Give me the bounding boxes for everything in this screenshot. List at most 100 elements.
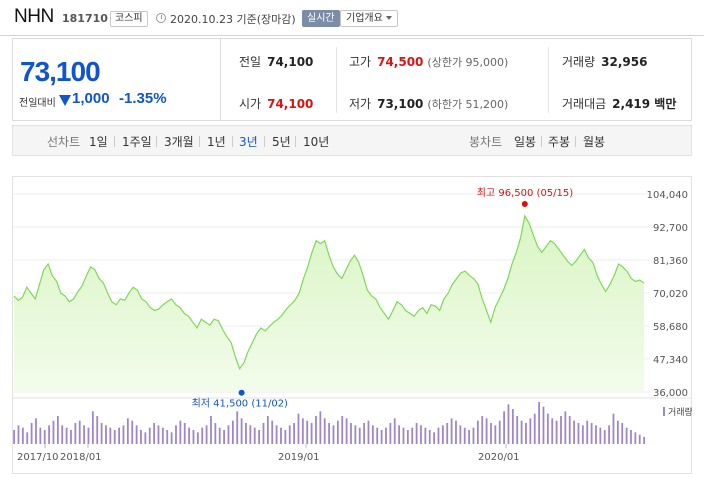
stat-amount: 거래대금 2,419 백만	[562, 97, 677, 111]
volume-bar	[441, 425, 444, 444]
volume-bar	[455, 420, 457, 444]
volume-bar	[87, 427, 90, 444]
volume-bar	[91, 411, 94, 444]
volume-bar	[48, 425, 50, 444]
volume-bar	[525, 423, 527, 444]
volume-bar	[96, 416, 99, 444]
volume-bar	[258, 430, 260, 444]
volume-bar	[643, 437, 645, 444]
volume-bar	[450, 418, 453, 444]
volume-bar	[581, 425, 584, 444]
volume-bar	[520, 420, 523, 444]
price-chart[interactable]: 104,040 92,700 81,360 70,020 58,680 47,340 36,…	[12, 176, 693, 474]
volume-bar	[595, 425, 597, 444]
volume-bar	[402, 427, 405, 444]
stat-volume: 거래량 32,956	[562, 55, 648, 69]
volume-bar	[533, 413, 536, 444]
max-price-marker	[521, 200, 528, 207]
period-selector: 선차트 1일 1주일 3개월 1년 3년 5년 10년 봉차트 일봉 주봉 월봉	[12, 125, 692, 156]
stat-open: 시가 74,100	[239, 97, 314, 111]
divider	[264, 136, 265, 147]
volume-bar	[345, 418, 348, 444]
volume-bar	[231, 420, 234, 444]
volume-bar	[205, 425, 208, 444]
volume-bar	[280, 427, 282, 444]
volume-bar	[78, 420, 81, 444]
volume-bar	[367, 420, 370, 444]
stat-prev: 전일 74,100	[239, 55, 314, 69]
volume-bar	[201, 427, 204, 444]
volume-bar	[35, 418, 37, 444]
volume-bar	[511, 409, 514, 444]
period-10y[interactable]: 10년	[303, 135, 330, 149]
volume-bar	[131, 420, 134, 444]
y-tick-label: 36,000	[653, 388, 688, 399]
company-info-dropdown[interactable]: 기업개요	[340, 10, 398, 27]
volume-bar	[411, 427, 414, 444]
divider	[199, 136, 200, 147]
volume-bar	[315, 416, 317, 444]
price-summary: 73,100 전일대비 1,000 -1.35% 전일 74,100 고가 74,5…	[12, 38, 692, 121]
change-amount: 1,000	[72, 90, 110, 107]
volume-bar	[463, 427, 466, 444]
volume-bar	[546, 413, 549, 444]
divider	[548, 47, 549, 113]
volume-bar	[494, 425, 497, 444]
divider	[295, 136, 296, 147]
divider	[114, 136, 115, 147]
volume-bar	[109, 427, 112, 444]
volume-bar	[210, 416, 212, 444]
stock-name: NHN	[14, 6, 54, 27]
volume-bar	[586, 420, 589, 444]
volume-bar	[310, 423, 313, 444]
y-tick-label: 104,040	[647, 190, 688, 201]
candle-monthly[interactable]: 월봉	[583, 135, 606, 149]
volume-bar	[170, 432, 173, 444]
volume-bar	[358, 427, 361, 444]
volume-bar	[223, 430, 225, 444]
volume-bar	[105, 425, 107, 444]
y-tick-label: 81,360	[653, 256, 688, 267]
volume-bar	[126, 418, 129, 444]
period-1w[interactable]: 1주일	[122, 135, 152, 149]
realtime-button[interactable]: 실시간	[302, 10, 340, 27]
period-5y[interactable]: 5년	[272, 135, 291, 149]
volume-bar	[301, 418, 304, 444]
period-1d[interactable]: 1일	[89, 135, 108, 149]
volume-bar	[406, 430, 409, 444]
volume-bar	[590, 423, 593, 444]
period-3m[interactable]: 3개월	[164, 135, 194, 149]
volume-legend-swatch	[663, 407, 665, 416]
stat-high: 고가 74,500 (상한가 95,000)	[349, 55, 509, 69]
volume-bar	[638, 434, 641, 444]
current-price: 73,100	[20, 56, 101, 87]
volume-legend-label: 거래량	[668, 406, 692, 418]
volume-bar	[634, 432, 637, 444]
line-chart-label: 선차트	[47, 135, 81, 149]
current-price-panel: 73,100 전일대비 1,000 -1.35%	[13, 39, 221, 120]
period-1y[interactable]: 1년	[207, 135, 226, 149]
volume-bar	[61, 425, 64, 444]
y-tick-label: 92,700	[653, 223, 688, 234]
volume-bar	[161, 427, 164, 444]
volume-bar	[328, 423, 330, 444]
volume-bar	[288, 425, 291, 444]
volume-bar	[240, 418, 243, 444]
volume-bar	[227, 425, 230, 444]
volume-bar	[371, 425, 374, 444]
volume-bar	[599, 427, 602, 444]
candle-weekly[interactable]: 주봉	[548, 135, 571, 149]
volume-bar	[253, 427, 256, 444]
volume-bar	[214, 423, 217, 444]
volume-bar	[529, 418, 532, 444]
clock-icon	[156, 13, 166, 23]
divider	[575, 136, 576, 147]
x-tick-label: 2020/01	[478, 452, 520, 463]
period-3y[interactable]: 3년	[239, 135, 258, 149]
volume-bar	[538, 402, 540, 444]
volume-bar	[428, 430, 431, 444]
volume-bar	[476, 420, 479, 444]
volume-bar	[555, 420, 558, 444]
volume-bar	[608, 425, 610, 444]
candle-daily[interactable]: 일봉	[514, 135, 537, 149]
